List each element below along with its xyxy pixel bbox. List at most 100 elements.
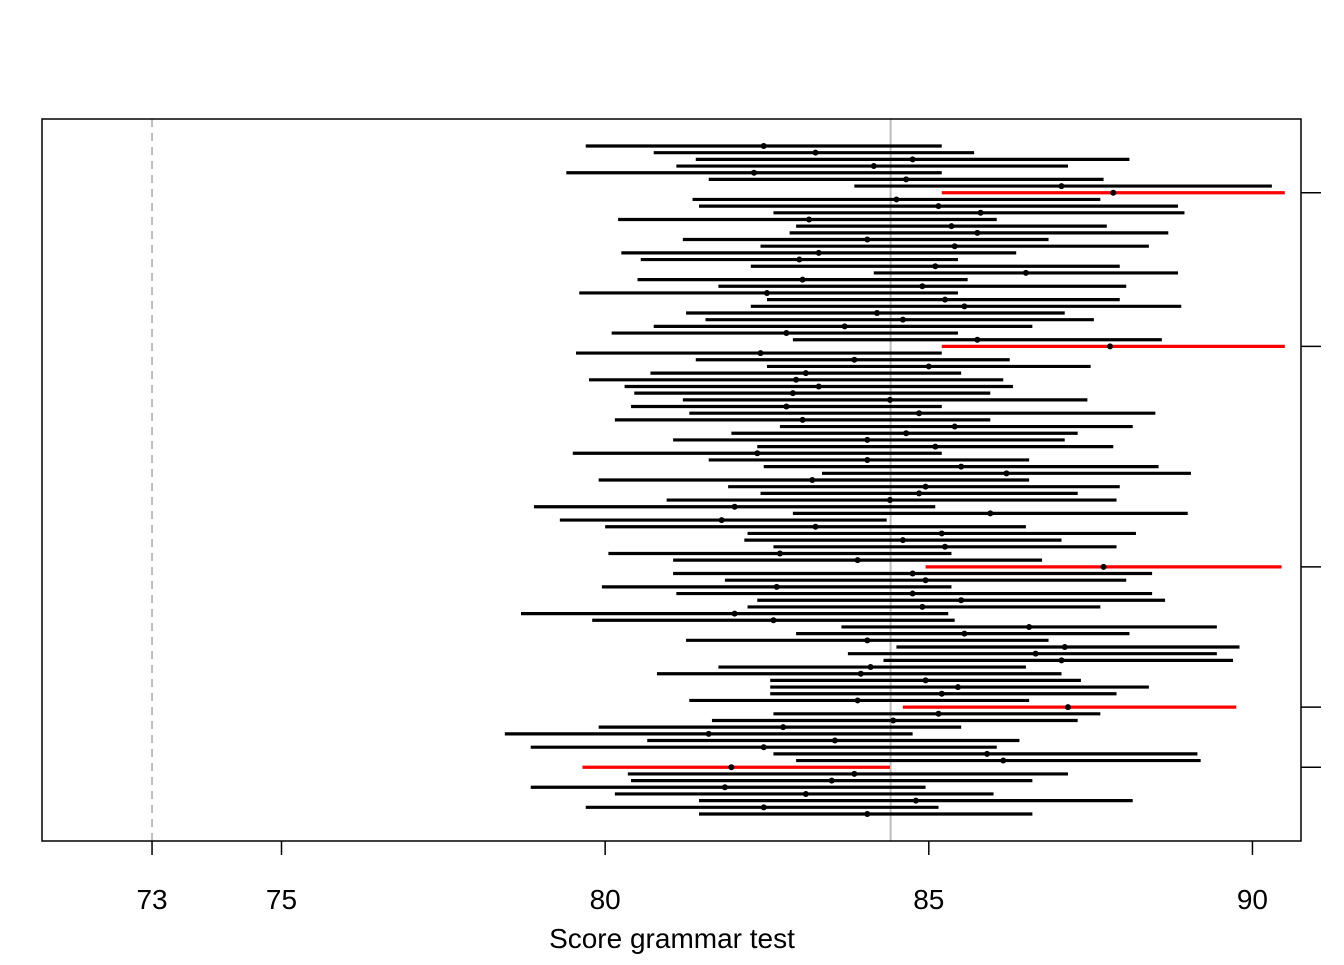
interval-point xyxy=(760,744,767,751)
interval-point xyxy=(899,537,906,544)
interval-point xyxy=(809,477,816,483)
interval-point xyxy=(958,463,965,470)
interval-point xyxy=(793,376,800,383)
interval-point xyxy=(1003,470,1010,477)
interval-point xyxy=(867,664,874,671)
interval-point xyxy=(893,196,900,203)
interval-point xyxy=(812,149,819,156)
interval-point xyxy=(951,243,958,250)
interval-point xyxy=(987,510,994,517)
interval-point xyxy=(935,203,942,210)
interval-point xyxy=(783,403,790,410)
interval-point xyxy=(796,256,803,263)
interval-point xyxy=(780,724,787,731)
interval-point xyxy=(1100,563,1107,570)
interval-point xyxy=(799,416,806,423)
interval-point xyxy=(1061,644,1068,650)
interval-point xyxy=(854,557,861,564)
x-tick-label: 85 xyxy=(913,884,944,915)
x-axis: 73 75 80 85 90 xyxy=(136,841,1268,915)
interval-point xyxy=(903,176,910,183)
interval-point xyxy=(886,497,893,504)
interval-point xyxy=(919,603,926,610)
interval-point xyxy=(770,617,777,624)
interval-point xyxy=(909,156,916,163)
interval-point xyxy=(799,276,806,283)
interval-point xyxy=(802,790,809,797)
interval-point xyxy=(731,503,738,510)
interval-point xyxy=(938,530,945,537)
interval-point xyxy=(974,229,981,236)
interval-point xyxy=(815,383,822,390)
interval-point xyxy=(912,797,919,804)
interval-point xyxy=(802,370,809,377)
interval-point xyxy=(841,323,848,330)
interval-point xyxy=(760,143,767,149)
interval-point xyxy=(922,483,929,490)
interval-point xyxy=(731,610,738,617)
interval-point xyxy=(1064,704,1071,711)
interval-point xyxy=(961,303,968,310)
interval-point xyxy=(1058,183,1065,190)
interval-point xyxy=(1022,269,1029,276)
interval-point xyxy=(1110,189,1117,196)
interval-point xyxy=(815,249,822,256)
x-tick-label: 75 xyxy=(266,884,297,915)
interval-point xyxy=(1058,657,1065,664)
interval-point xyxy=(974,336,981,343)
interval-point xyxy=(754,450,761,457)
interval-point xyxy=(938,690,945,697)
interval-point xyxy=(721,784,728,791)
interval-point xyxy=(899,316,906,323)
interval-point xyxy=(948,223,955,230)
interval-point xyxy=(773,583,780,590)
x-tick-label: 80 xyxy=(590,884,621,915)
interval-point xyxy=(919,283,926,290)
interval-point xyxy=(728,764,735,771)
x-tick-label: 90 xyxy=(1237,884,1268,915)
interval-point xyxy=(864,456,871,463)
interval-point xyxy=(932,263,939,270)
interval-point xyxy=(916,490,923,497)
interval-point xyxy=(916,410,923,417)
interval-point xyxy=(1026,623,1033,630)
interval-point xyxy=(1107,343,1114,350)
interval-point xyxy=(757,350,764,357)
interval-point xyxy=(789,390,796,397)
interval-point xyxy=(941,543,948,550)
interval-point xyxy=(776,550,783,557)
interval-point xyxy=(874,310,881,316)
interval-point xyxy=(864,436,871,443)
interval-point xyxy=(705,730,712,737)
interval-point xyxy=(864,236,871,243)
interval-point xyxy=(909,590,916,597)
interval-point xyxy=(864,637,871,644)
interval-point xyxy=(984,750,991,757)
interval-point xyxy=(903,430,910,437)
interval-point xyxy=(864,811,871,817)
interval-point xyxy=(831,737,838,744)
interval-point xyxy=(718,517,725,524)
interval-point xyxy=(812,523,819,530)
interval-point xyxy=(890,717,897,724)
interval-point xyxy=(806,216,813,223)
interval-point xyxy=(854,697,861,704)
intervals-group xyxy=(504,143,1285,817)
plot-frame xyxy=(41,118,1302,842)
interval-point xyxy=(751,169,758,176)
interval-point xyxy=(851,356,858,363)
interval-point xyxy=(961,630,968,637)
interval-point xyxy=(941,296,948,303)
x-tick-label: 73 xyxy=(136,884,167,915)
x-axis-label: Score grammar test xyxy=(549,923,795,954)
interval-point xyxy=(857,670,864,677)
interval-point xyxy=(954,684,961,691)
interval-point xyxy=(909,570,916,577)
interval-point xyxy=(958,597,965,604)
interval-point xyxy=(1032,650,1039,657)
interval-point xyxy=(851,770,858,777)
interval-point xyxy=(922,677,929,684)
interval-point xyxy=(763,289,770,296)
